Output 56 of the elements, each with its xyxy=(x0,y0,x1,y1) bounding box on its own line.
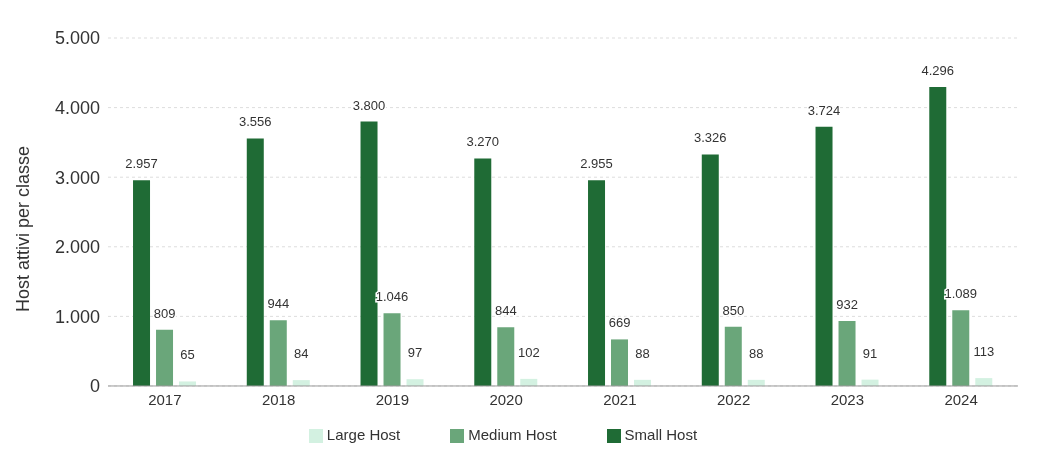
bar xyxy=(383,313,401,386)
y-axis-title: Host attivi per classe xyxy=(13,145,34,312)
data-label: 97 xyxy=(407,345,423,361)
x-tick-label: 2017 xyxy=(148,390,182,408)
x-tick-label: 2018 xyxy=(261,390,296,408)
data-label: 850 xyxy=(722,302,745,318)
legend-label: Medium Host xyxy=(468,425,557,443)
data-label: 3.556 xyxy=(239,114,272,130)
data-label: 3.270 xyxy=(466,134,500,150)
data-label: 2.955 xyxy=(580,156,613,172)
bar xyxy=(156,329,174,386)
legend-label: Small Host xyxy=(624,425,698,443)
x-tick-label: 2024 xyxy=(944,390,978,408)
x-tick-label: 2021 xyxy=(603,390,637,408)
y-tick-label: 4.000 xyxy=(54,97,100,118)
y-tick-label: 2.000 xyxy=(54,237,100,258)
data-label: 932 xyxy=(836,297,858,313)
bar xyxy=(497,327,515,386)
x-tick-label: 2022 xyxy=(716,390,751,408)
data-label: 2.957 xyxy=(125,156,158,172)
data-label: 809 xyxy=(153,305,176,321)
bar xyxy=(246,138,264,386)
data-label: 944 xyxy=(267,296,290,312)
bar xyxy=(474,158,492,386)
data-label: 65 xyxy=(180,347,195,363)
data-label: 3.800 xyxy=(352,97,386,113)
bar xyxy=(360,121,378,386)
data-label: 84 xyxy=(294,346,309,362)
data-label: 669 xyxy=(608,315,631,331)
bar xyxy=(269,320,287,386)
x-tick-label: 2020 xyxy=(489,390,523,408)
y-tick-label: 5.000 xyxy=(54,28,100,49)
bar xyxy=(724,326,742,386)
y-tick-label: 3.000 xyxy=(54,167,100,188)
bar xyxy=(838,321,856,386)
legend-label: Large Host xyxy=(326,425,401,443)
bar xyxy=(701,154,719,386)
data-label: 3.724 xyxy=(807,102,841,118)
data-label: 844 xyxy=(494,303,517,319)
bar xyxy=(929,86,947,386)
x-tick-label: 2023 xyxy=(830,390,865,408)
bar xyxy=(133,180,151,386)
data-label: 102 xyxy=(517,344,540,360)
data-label: 88 xyxy=(749,345,764,361)
data-label: 88 xyxy=(635,345,650,361)
y-tick-label: 1.000 xyxy=(54,306,100,327)
bar xyxy=(588,180,606,386)
bar xyxy=(611,339,629,386)
bar xyxy=(815,126,833,386)
y-tick-label: 0 xyxy=(89,376,100,397)
data-label: 3.326 xyxy=(694,130,727,146)
data-label: 113 xyxy=(973,344,995,360)
data-label: 91 xyxy=(862,345,878,361)
bar xyxy=(952,310,970,386)
data-label: 4.296 xyxy=(921,62,955,78)
x-tick-label: 2019 xyxy=(375,390,410,408)
